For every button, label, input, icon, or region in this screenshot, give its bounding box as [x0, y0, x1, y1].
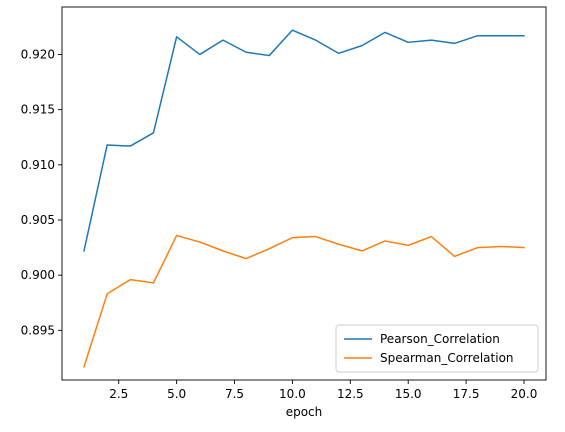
- plot-lines: [83, 29, 525, 368]
- y-tick-label: 0.915: [21, 103, 55, 117]
- x-tick-label: 10.0: [279, 387, 306, 401]
- plot-frame: [61, 6, 547, 381]
- x-axis-label: epoch: [286, 405, 323, 419]
- y-tick-label: 0.920: [21, 47, 55, 61]
- x-tick-label: 2.5: [109, 387, 128, 401]
- x-tick-label: 7.5: [225, 387, 244, 401]
- legend-label: Pearson_Correlation: [380, 332, 500, 346]
- y-axis: 0.895 0.900 0.905 0.910 0.915 0.920: [21, 47, 62, 337]
- y-tick-label: 0.910: [21, 158, 55, 172]
- x-tick-label: 17.5: [453, 387, 480, 401]
- x-tick-label: 15.0: [395, 387, 422, 401]
- series-line-spearman-correlation: [83, 234, 525, 368]
- y-tick-label: 0.905: [21, 213, 55, 227]
- legend: Pearson_Correlation Spearman_Correlation: [335, 324, 539, 373]
- y-tick-label: 0.895: [21, 323, 55, 337]
- x-axis: 2.5 5.0 7.5 10.0 12.5 15.0 17.5 20.0: [109, 380, 537, 401]
- legend-box: [335, 324, 539, 373]
- series-line-pearson-correlation: [83, 29, 525, 252]
- y-tick-label: 0.900: [21, 268, 55, 282]
- legend-label: Spearman_Correlation: [380, 351, 514, 365]
- x-tick-label: 5.0: [167, 387, 186, 401]
- x-tick-label: 12.5: [337, 387, 364, 401]
- x-tick-label: 20.0: [511, 387, 538, 401]
